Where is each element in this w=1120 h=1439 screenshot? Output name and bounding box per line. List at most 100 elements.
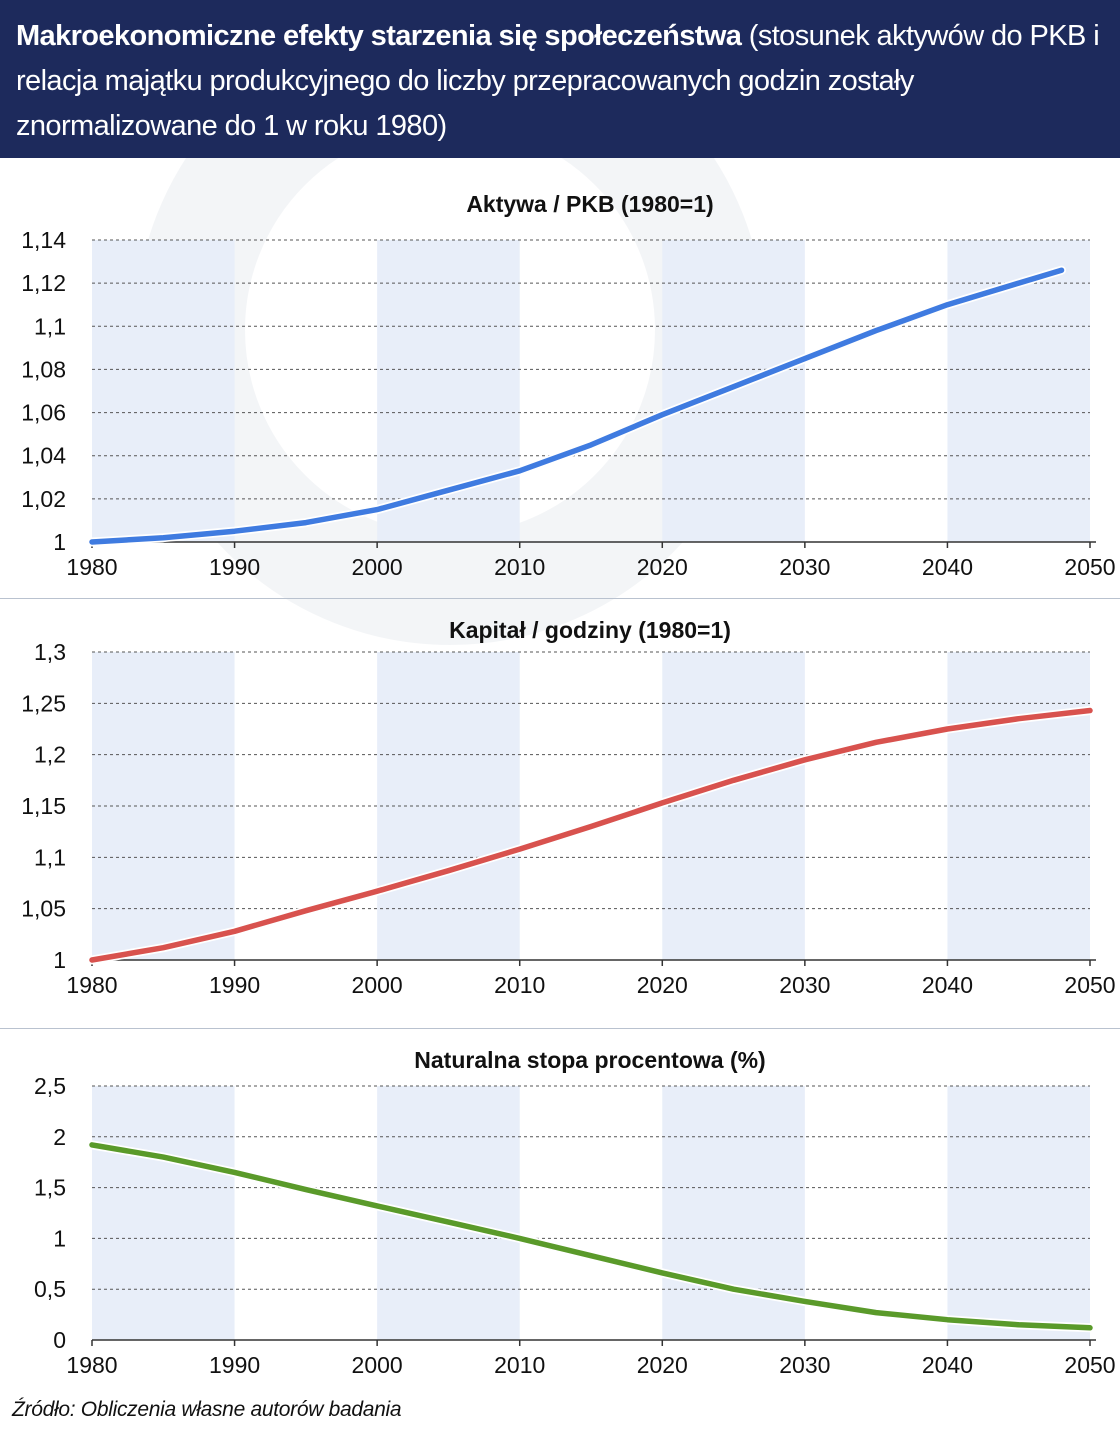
data-point: [1087, 708, 1093, 713]
series-line: [89, 267, 1065, 545]
x-tick-label: 1990: [209, 972, 260, 998]
x-tick-label: 2010: [494, 554, 545, 580]
x-tick-label: 2020: [637, 972, 688, 998]
data-point: [374, 1203, 380, 1209]
y-tick-label: 1,3: [34, 639, 66, 665]
series-line: [89, 707, 1093, 963]
page-title: Makroekonomiczne efekty starzenia się sp…: [16, 20, 742, 52]
data-point: [588, 824, 594, 829]
y-tick-label: 1,08: [21, 356, 66, 382]
data-point: [731, 384, 736, 389]
y-tick-label: 1,25: [21, 690, 66, 716]
x-tick-label: 2030: [779, 1352, 830, 1378]
data-point: [303, 1187, 309, 1192]
y-tick-label: 1,2: [34, 742, 66, 768]
series-line: [89, 1142, 1093, 1331]
decade-band: [92, 652, 235, 960]
decade-band: [947, 1086, 1090, 1340]
chart-assets-gdp: Aktywa / PKB (1980=1) 1 1,02 1,04 1,06 1,08 1,…: [0, 170, 1120, 590]
data-point: [517, 846, 522, 852]
x-tick-label: 2000: [352, 972, 403, 998]
y-tick-label: 1: [53, 1225, 66, 1251]
y-tick-label: 1,04: [21, 443, 66, 469]
y-tick-label: 2: [53, 1124, 66, 1150]
chart-title: Naturalna stopa procentowa (%): [414, 1047, 765, 1073]
data-point: [517, 468, 522, 474]
data-point: [873, 1310, 879, 1315]
y-tick-label: 0: [53, 1327, 66, 1353]
y-tick-label: 1,5: [34, 1175, 66, 1201]
data-point: [89, 957, 95, 963]
x-tick-label: 2010: [494, 972, 545, 998]
data-point: [945, 302, 950, 307]
data-point: [446, 868, 451, 873]
data-point: [802, 757, 808, 762]
decade-band: [92, 1086, 235, 1340]
y-tick-label: 1: [53, 947, 66, 973]
data-point: [588, 442, 594, 448]
x-tick-label: 2020: [637, 554, 688, 580]
chart-capital-hours: Kapitał / godziny (1980=1) 1 1,05 1,1 1,15 1,…: [0, 600, 1120, 1010]
chart-title: Kapitał / godziny (1980=1): [449, 617, 731, 643]
data-point: [374, 889, 380, 894]
x-tick-label: 1980: [66, 1352, 117, 1378]
y-tick-label: 2,5: [34, 1073, 66, 1099]
series-line-halo: [87, 706, 1095, 965]
y-tick-label: 1,05: [21, 896, 66, 922]
x-tick-label: 1980: [66, 972, 117, 998]
x-tick-label: 2020: [637, 1352, 688, 1378]
data-point: [731, 1287, 736, 1292]
chart-capital-hours-svg: Kapitał / godziny (1980=1) 1 1,05 1,1 1,15 1,…: [21, 617, 1115, 998]
y-tick-label: 1,1: [34, 844, 66, 870]
decade-band: [947, 240, 1090, 542]
header-banner: Makroekonomiczne efekty starzenia się sp…: [0, 0, 1120, 158]
data-point: [1059, 268, 1064, 273]
y-tick-label: 1,06: [21, 400, 66, 426]
data-point: [802, 1299, 808, 1304]
chart-assets-gdp-svg: Aktywa / PKB (1980=1) 1 1,02 1,04 1,06 1,08 1,…: [21, 191, 1115, 580]
y-tick-label: 1,12: [21, 270, 66, 296]
data-point: [1016, 280, 1021, 286]
y-tick-label: 1,1: [34, 313, 66, 339]
y-tick-label: 1,15: [21, 793, 66, 819]
page-subtitle: (stosunek aktywów do PKB i relacja mająt…: [16, 20, 1100, 142]
x-tick-label: 2050: [1064, 972, 1115, 998]
data-point: [588, 1253, 594, 1258]
data-point: [945, 726, 950, 732]
data-point: [232, 929, 237, 934]
data-point: [660, 800, 665, 806]
data-point: [660, 412, 665, 417]
x-tick-label: 1980: [66, 554, 117, 580]
data-point: [303, 520, 309, 525]
x-tick-label: 1990: [209, 1352, 260, 1378]
y-tick-label: 1,14: [21, 227, 66, 253]
data-point: [873, 328, 879, 333]
divider: [0, 1028, 1120, 1029]
x-tick-label: 2040: [922, 972, 973, 998]
data-point: [161, 535, 166, 540]
x-tick-label: 2050: [1064, 1352, 1115, 1378]
data-point: [517, 1236, 522, 1241]
x-tick-label: 2010: [494, 1352, 545, 1378]
x-tick-label: 2030: [779, 554, 830, 580]
decade-band: [92, 240, 235, 542]
y-tick-label: 0,5: [34, 1276, 66, 1302]
data-point: [1087, 1325, 1093, 1331]
data-point: [731, 778, 736, 783]
decade-band: [377, 240, 520, 542]
x-tick-label: 2040: [922, 1352, 973, 1378]
x-tick-label: 2030: [779, 972, 830, 998]
data-point: [89, 1142, 95, 1148]
x-tick-label: 1990: [209, 554, 260, 580]
data-point: [89, 539, 95, 545]
source-note: Źródło: Obliczenia własne autorów badani…: [12, 1398, 402, 1421]
data-point: [232, 529, 237, 534]
data-point: [1016, 1322, 1021, 1327]
divider: [0, 598, 1120, 599]
chart-natural-rate-svg: Naturalna stopa procentowa (%) 0 0,5 1 1,5 2 2…: [34, 1047, 1116, 1378]
data-point: [232, 1170, 237, 1175]
data-point: [873, 740, 879, 745]
data-point: [945, 1317, 950, 1322]
data-point: [161, 1154, 166, 1160]
data-point: [161, 945, 166, 950]
